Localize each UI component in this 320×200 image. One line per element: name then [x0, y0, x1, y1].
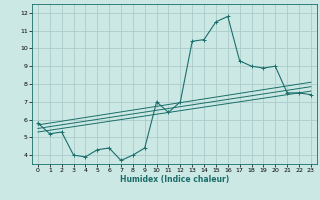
X-axis label: Humidex (Indice chaleur): Humidex (Indice chaleur) — [120, 175, 229, 184]
